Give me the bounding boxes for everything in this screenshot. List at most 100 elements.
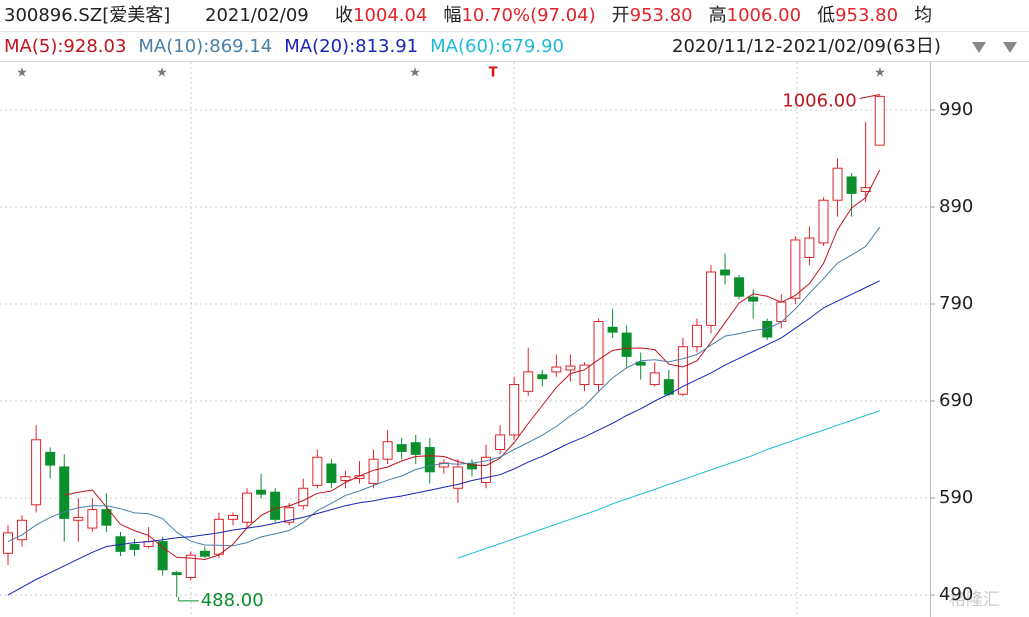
header-value: 10.70%(97.04): [461, 5, 595, 26]
candle-body: [621, 332, 632, 357]
candle-body: [242, 492, 253, 523]
candle-body: [17, 519, 28, 541]
candles: [3, 94, 885, 597]
candle-body: [101, 509, 112, 526]
candle-body: [59, 466, 70, 519]
ma-line: [7, 280, 880, 596]
event-star[interactable]: ★: [409, 66, 421, 81]
legend-value: 928.03: [63, 36, 126, 57]
candle-body: [537, 374, 548, 380]
candle-body: [720, 269, 731, 276]
candle-body: [298, 487, 309, 507]
candle-body: [874, 95, 885, 146]
candle-body: [87, 509, 98, 529]
candle-body: [607, 326, 618, 333]
candle-body: [593, 320, 604, 386]
candle-body: [3, 532, 13, 554]
candle-body: [396, 444, 407, 452]
event-star[interactable]: ★: [16, 66, 28, 81]
ma-line: [7, 226, 881, 547]
event-marker[interactable]: T: [489, 66, 498, 81]
candle-body: [677, 346, 688, 395]
candle-body: [734, 277, 745, 297]
legend-separator: :: [349, 36, 355, 57]
header-label: 高: [709, 5, 727, 26]
candle-body: [73, 516, 84, 521]
event-star[interactable]: ★: [156, 66, 168, 81]
candle-body: [185, 554, 196, 579]
candle-body: [368, 458, 379, 484]
event-star[interactable]: ★: [874, 66, 886, 81]
header-label: 收: [335, 5, 353, 26]
candle-body: [284, 507, 295, 523]
candle-body: [649, 372, 660, 386]
y-tick-label: 590: [939, 487, 973, 508]
event-markers: ★ ★ ★ ★ T: [16, 66, 886, 81]
y-tick-label: 490: [939, 584, 973, 605]
candle-body: [706, 271, 716, 326]
candle-body: [495, 434, 506, 450]
candle-body: [382, 441, 393, 460]
candle-body: [340, 476, 351, 482]
header-value: 953.80: [835, 5, 898, 26]
header-value: 953.80: [630, 5, 693, 26]
legend-value: 869.14: [209, 36, 272, 57]
candle-body: [790, 239, 801, 299]
annotation-leader: [859, 94, 880, 99]
legend-name: MA(60): [430, 36, 495, 57]
candle-body: [171, 572, 182, 576]
candle-body: [199, 550, 210, 557]
legend-value: 679.90: [501, 36, 564, 57]
annotation: 488.00: [201, 590, 264, 611]
dropdown-arrow[interactable]: [1003, 42, 1017, 53]
legend-name: MA(20): [284, 36, 349, 57]
candle-body: [565, 365, 576, 371]
header-label: 均: [914, 5, 932, 26]
candle-body: [846, 176, 857, 194]
candle-body: [452, 466, 463, 489]
date-range: 2020/11/12-2021/02/09(63日): [672, 36, 941, 57]
candle-body: [481, 456, 492, 483]
candle-body: [157, 541, 168, 571]
candle-body: [466, 463, 477, 470]
header-value: 1004.04: [353, 5, 427, 26]
dropdown-arrow[interactable]: [972, 42, 986, 53]
ma-line: [64, 169, 881, 561]
candle-body: [832, 167, 843, 201]
y-tick-label: 790: [939, 293, 973, 314]
annotation: 1006.00: [782, 90, 856, 111]
legend-name: MA(10): [138, 36, 203, 57]
candle-body: [326, 463, 337, 483]
candle-body: [270, 491, 281, 520]
legend-value: 813.91: [355, 36, 418, 57]
legend-name: MA(5): [4, 36, 57, 57]
legend-separator: :: [203, 36, 209, 57]
candle-body: [143, 541, 154, 547]
date: 2021/02/09: [205, 5, 309, 26]
candle-body: [509, 384, 520, 436]
candle-body: [213, 518, 224, 555]
ma-line: [457, 410, 880, 559]
candle-body: [227, 514, 238, 520]
candle-body: [804, 237, 815, 258]
candle-body: [256, 489, 267, 495]
dropdown-icons: [972, 42, 1017, 53]
header-label: 开: [612, 5, 630, 26]
candle-body: [424, 447, 435, 473]
candle-body: [551, 366, 562, 373]
header-label: 幅: [443, 5, 461, 26]
candle-body: [523, 371, 534, 392]
symbol: 300896.SZ[爱美客]: [4, 5, 170, 26]
candle-body: [691, 324, 702, 348]
candle-body: [410, 442, 421, 455]
watermark: 格隆汇: [949, 590, 1000, 610]
candle-body: [31, 439, 42, 506]
candle-body: [312, 456, 323, 486]
y-tick-label: 990: [939, 99, 973, 120]
candle-body: [129, 544, 140, 550]
y-tick-label: 890: [939, 196, 973, 217]
candle-body: [45, 451, 56, 466]
legend-separator: :: [495, 36, 501, 57]
candle-body: [579, 364, 590, 386]
